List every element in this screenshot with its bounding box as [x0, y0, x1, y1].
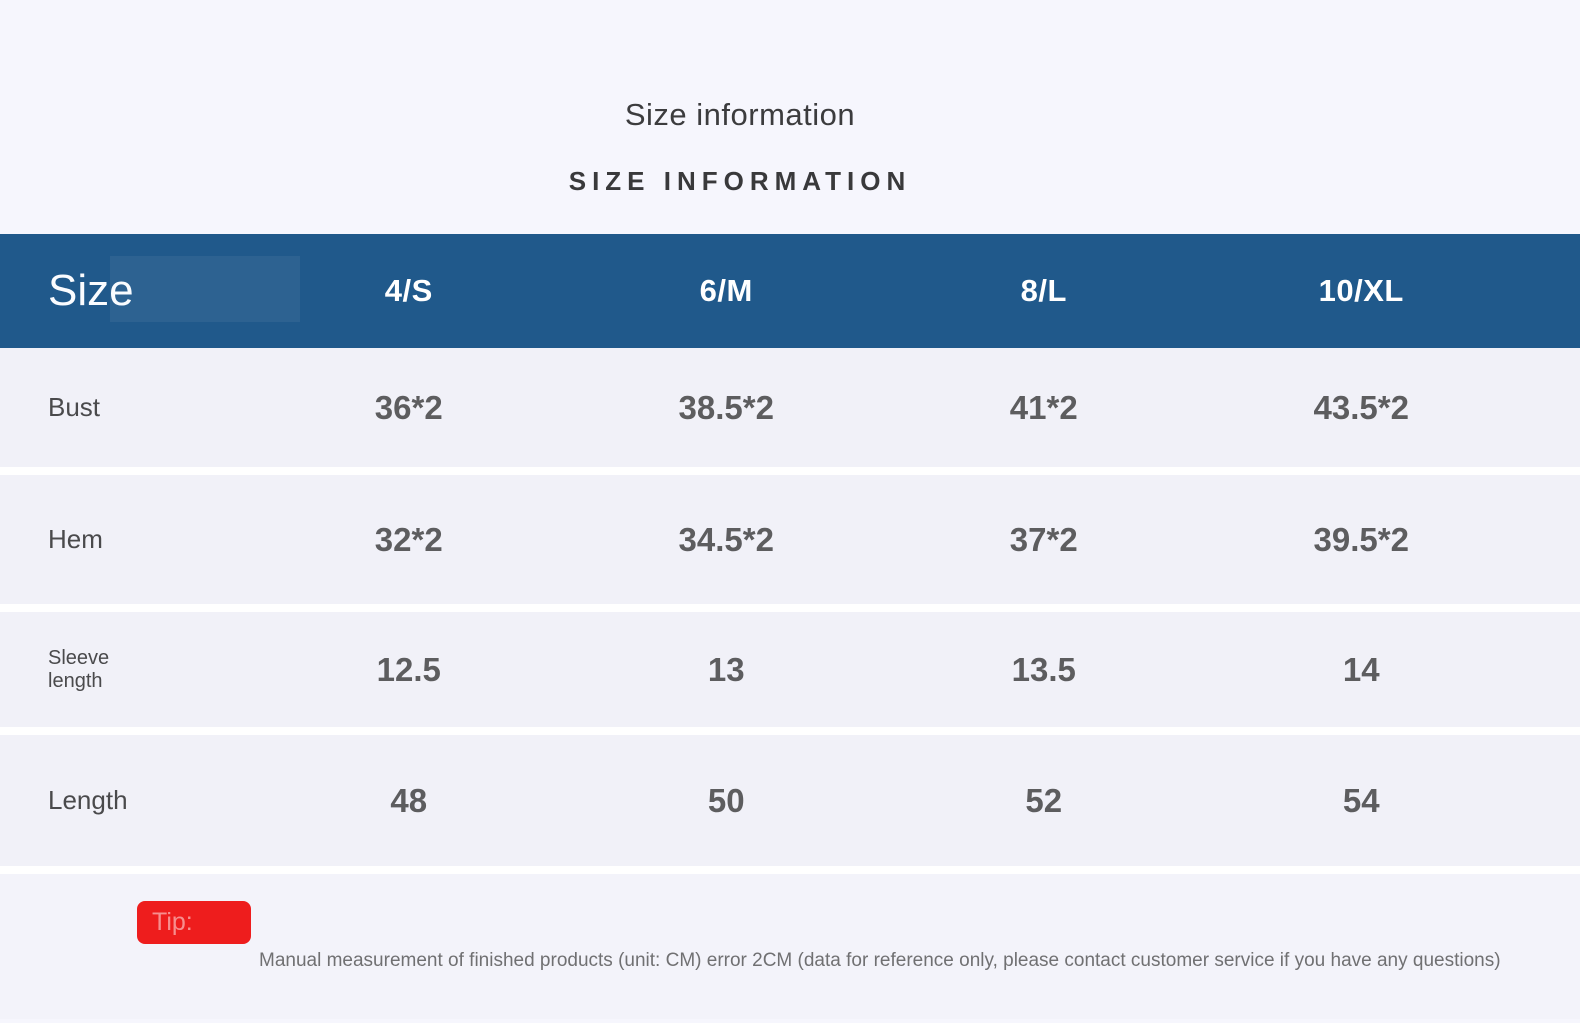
table-row-length: Length 48 50 52 54	[0, 735, 1580, 866]
row-label-text: Sleeve length	[48, 646, 110, 692]
size-table: Size 4/S 6/M 8/L 10/XL Bust 36*2 38.5*2 …	[0, 234, 1580, 874]
table-row-sleeve-length: Sleeve length 12.5 13 13.5 14	[0, 612, 1580, 727]
column-header-4s: 4/S	[384, 273, 433, 308]
cell-value: 41*2	[1009, 388, 1078, 426]
column-header-6m: 6/M	[699, 273, 753, 308]
cell-value: 12.5	[376, 650, 441, 688]
row-label: Hem	[48, 524, 103, 554]
cell-value: 13.5	[1011, 650, 1076, 688]
row-label: Length	[48, 785, 128, 815]
cell-value: 38.5*2	[678, 388, 774, 426]
column-header-10xl: 10/XL	[1318, 273, 1404, 308]
cell-value: 37*2	[1009, 520, 1078, 558]
tip-badge: Tip:	[137, 901, 251, 944]
cell-value: 50	[707, 781, 745, 819]
page-subtitle: SIZE INFORMATION	[568, 166, 912, 196]
cell-value: 36*2	[374, 388, 443, 426]
cell-value: 13	[707, 650, 745, 688]
table-header-row: Size 4/S 6/M 8/L 10/XL	[0, 234, 1580, 348]
row-label: Sleeve length	[0, 647, 250, 693]
cell-value: 48	[390, 781, 428, 819]
row-label: Bust	[48, 392, 101, 422]
cell-value: 54	[1342, 781, 1380, 819]
size-header-highlight	[110, 256, 300, 322]
tip-text: Manual measurement of finished products …	[259, 949, 1501, 971]
title-block: Size information SIZE INFORMATION	[0, 0, 1480, 197]
table-row-bust: Bust 36*2 38.5*2 41*2 43.5*2	[0, 348, 1580, 467]
cell-value: 14	[1342, 650, 1380, 688]
cell-value: 43.5*2	[1313, 388, 1409, 426]
cell-value: 39.5*2	[1313, 520, 1409, 558]
tip-section: Tip: Manual measurement of finished prod…	[0, 874, 1580, 1019]
page-title: Size information	[624, 97, 856, 132]
table-row-hem: Hem 32*2 34.5*2 37*2 39.5*2	[0, 475, 1580, 604]
column-header-8l: 8/L	[1020, 273, 1067, 308]
size-header-label: Size	[48, 266, 134, 315]
cell-value: 52	[1025, 781, 1063, 819]
cell-value: 32*2	[374, 520, 443, 558]
cell-value: 34.5*2	[678, 520, 774, 558]
